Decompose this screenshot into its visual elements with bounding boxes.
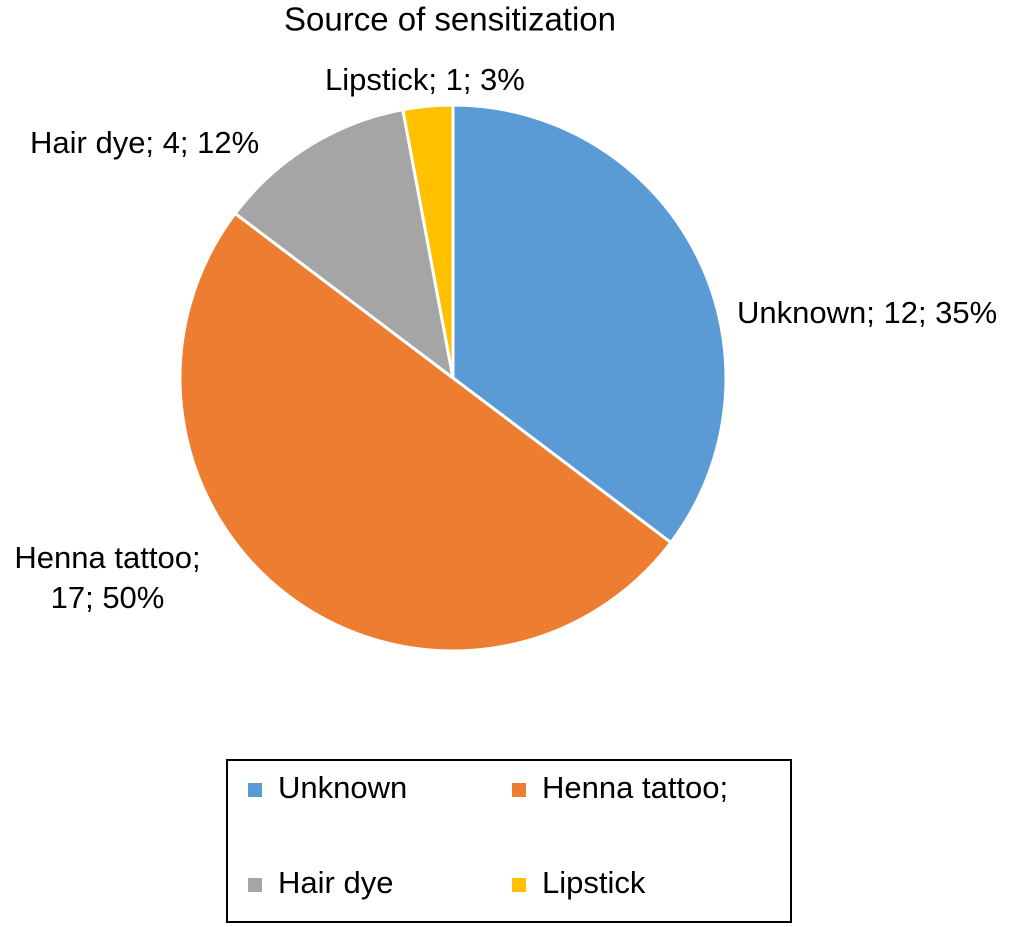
chart-title: Source of sensitization [284, 1, 616, 38]
pie-slice [233, 107, 456, 382]
legend-swatch [512, 878, 526, 892]
legend-label: Unknown [278, 770, 407, 805]
legend-swatch [248, 878, 262, 892]
legend-swatch [512, 783, 526, 797]
data-label: Lipstick; 1; 3% [325, 62, 525, 97]
legend-box [226, 759, 792, 923]
pie-slice [451, 103, 728, 545]
data-label: Hair dye; 4; 12% [30, 125, 260, 160]
legend-label: Hair dye [278, 865, 393, 900]
data-label: Unknown; 12; 35% [737, 295, 998, 330]
legend-label: Lipstick [542, 865, 646, 900]
data-label: Henna tattoo; 17; 50% [14, 540, 201, 615]
legend-swatch [248, 783, 262, 797]
legend-label: Henna tattoo; [542, 770, 728, 805]
pie-slice [401, 103, 455, 379]
pie-slice [178, 211, 673, 653]
